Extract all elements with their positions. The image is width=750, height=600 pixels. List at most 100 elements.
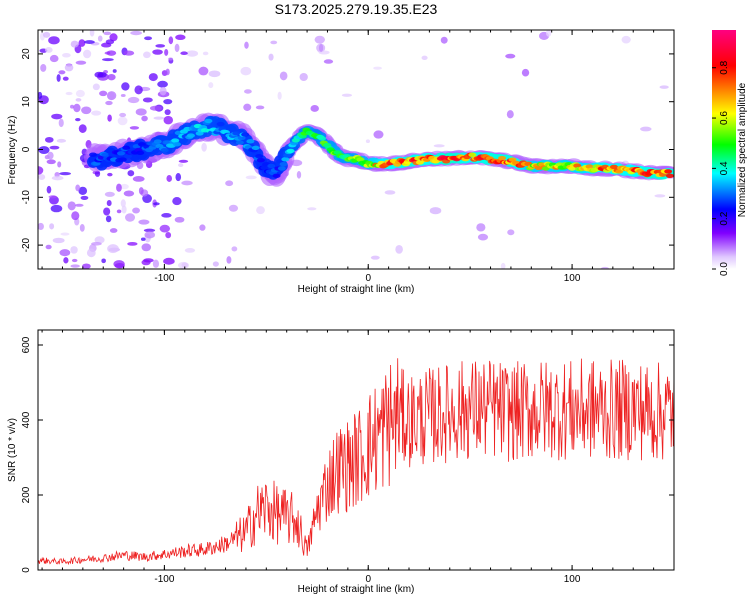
colorbar: 0.0 0.2 0.4 0.6 0.8 Normalized spectral ampl… (712, 30, 748, 276)
spectrogram-noise-blob (94, 71, 104, 78)
spectrogram-noise-blob (56, 74, 61, 82)
spectrogram-noise-blob (49, 54, 59, 63)
spectrogram-noise-blob (103, 207, 111, 216)
spectrogram-noise-blob (244, 89, 252, 94)
spectrogram-noise-blob (78, 186, 88, 196)
colorbar-label: Normalized spectral amplitude (737, 82, 748, 217)
spectrogram-noise-blob (178, 159, 189, 163)
spectrogram-noise-blob (105, 100, 113, 106)
snr-plot-area (38, 330, 674, 570)
spectrogram-ridge-blob (664, 169, 673, 174)
spectrogram-noise-blob (114, 262, 125, 269)
spectrogram-noise-blob (106, 200, 112, 207)
spectrogram-noise-blob (141, 243, 152, 252)
spectrogram-noise-blob (49, 145, 60, 150)
spectrogram-noise-blob (180, 51, 188, 56)
snr-y-tick-label: 200 (21, 486, 32, 503)
spectrogram-y-tick-label: -10 (21, 190, 32, 205)
chart-title: S173.2025.279.19.35.E23 (275, 1, 438, 17)
spectrogram-noise-blob (307, 207, 317, 211)
spectrogram-noise-blob (80, 195, 89, 201)
spectrogram-y-label: Frequency (Hz) (7, 116, 18, 185)
spectrogram-noise-blob (52, 237, 65, 244)
spectrogram-noise-blob (163, 257, 175, 265)
spectrogram-noise-blob (109, 33, 118, 42)
spectrogram-noise-blob (70, 104, 75, 109)
spectrogram-noise-blob (314, 35, 325, 44)
spectrogram-noise-blob (279, 71, 288, 81)
spectrogram-noise-blob (310, 105, 319, 112)
spectrogram-x-ticks: -100 0 100 (41, 30, 675, 284)
spectrogram-noise-blob (138, 219, 150, 225)
spectrogram-noise-blob (184, 248, 196, 253)
spectrogram-y-ticks: -20 -10 0 10 20 (21, 48, 674, 252)
spectrogram-noise-blob (178, 163, 184, 168)
spectrogram-noise-blob (168, 57, 173, 61)
spectrogram-noise-blob (119, 183, 129, 190)
spectrogram-noise-blob (228, 204, 239, 212)
spectrogram-ridge-blob (251, 145, 260, 151)
spectrogram-noise-blob (341, 93, 353, 97)
spectrogram-noise-blob (153, 116, 165, 120)
spectrogram-noise-blob (129, 126, 140, 130)
spectrogram-noise-blob (255, 105, 265, 110)
spectrogram-noise-blob (296, 171, 302, 179)
spectrogram-y-tick-label: 0 (21, 146, 32, 152)
spectrogram-noise-blob (45, 244, 52, 250)
spectrogram-noise-blob (86, 248, 96, 258)
spectrogram-noise-blob (212, 261, 219, 267)
spectrogram-ridge-blob (318, 136, 327, 141)
spectrogram-noise-blob (91, 110, 102, 116)
spectrogram-noise-blob (174, 43, 180, 53)
spectrogram-noise-blob (477, 233, 489, 241)
snr-panel: -100 0 100 0 200 400 600 Height of straight l… (7, 329, 675, 595)
spectrogram-noise-blob (57, 161, 62, 168)
spectrogram-noise-blob (127, 170, 135, 177)
spectrogram-noise-blob (165, 68, 170, 76)
colorbar-tick-label: 0.8 (719, 60, 730, 74)
spectrogram-noise-blob (48, 36, 60, 45)
spectrogram-noise-blob (102, 58, 114, 62)
snr-x-tick-label: 0 (365, 574, 371, 585)
spectrogram-noise-blob (157, 80, 168, 88)
spectrogram-noise-blob (48, 195, 57, 199)
spectrogram-noise-blob (141, 259, 151, 266)
spectrogram-noise-blob (84, 40, 95, 44)
spectrogram-noise-blob (78, 124, 87, 133)
spectrogram-noise-blob (109, 228, 118, 233)
spectrogram-noise-blob (141, 115, 148, 122)
spectrogram-noise-blob (120, 93, 126, 97)
spectrogram-noise-blob (89, 30, 95, 37)
spectrogram-noise-blob (231, 246, 238, 252)
spectrogram-noise-blob (421, 55, 428, 60)
spectrogram-noise-blob (208, 82, 214, 89)
spectrogram-ridge-blob (216, 121, 225, 127)
spectrogram-ridge-blob (665, 173, 674, 178)
spectrogram-ridge-blob (279, 161, 288, 167)
spectrogram-noise-blob (44, 136, 54, 143)
spectrogram-noise-blob (91, 241, 102, 246)
spectrogram-noise-blob (46, 159, 56, 165)
spectrogram-noise-blob (181, 180, 193, 186)
spectrogram-noise-blob (51, 175, 64, 181)
spectrogram-noise-blob (46, 185, 52, 194)
spectrogram-noise-blob (83, 49, 92, 59)
spectrogram-noise-blob (243, 103, 252, 111)
snr-x-tick-label: -100 (154, 574, 174, 585)
spectrogram-noise-blob (621, 35, 631, 44)
spectrogram-noise-blob (99, 90, 108, 97)
spectrogram-noise-blob (601, 266, 609, 269)
spectrogram-noise-blob (75, 184, 81, 192)
spectrogram-noise-blob (58, 70, 66, 75)
spectrogram-noise-blob (116, 183, 122, 192)
colorbar-gradient (712, 30, 736, 269)
spectrogram-ridge-blob (92, 161, 101, 166)
snr-y-label: SNR (10 * v/v) (7, 418, 18, 482)
spectrogram-noise-blob (107, 172, 113, 177)
spectrogram-ridge-blob (204, 118, 213, 124)
spectrogram-noise-blob (65, 91, 73, 96)
spectrogram-noise-blob (132, 207, 140, 214)
spectrogram-noise-blob (71, 211, 80, 221)
spectrogram-noise-blob (153, 202, 160, 206)
